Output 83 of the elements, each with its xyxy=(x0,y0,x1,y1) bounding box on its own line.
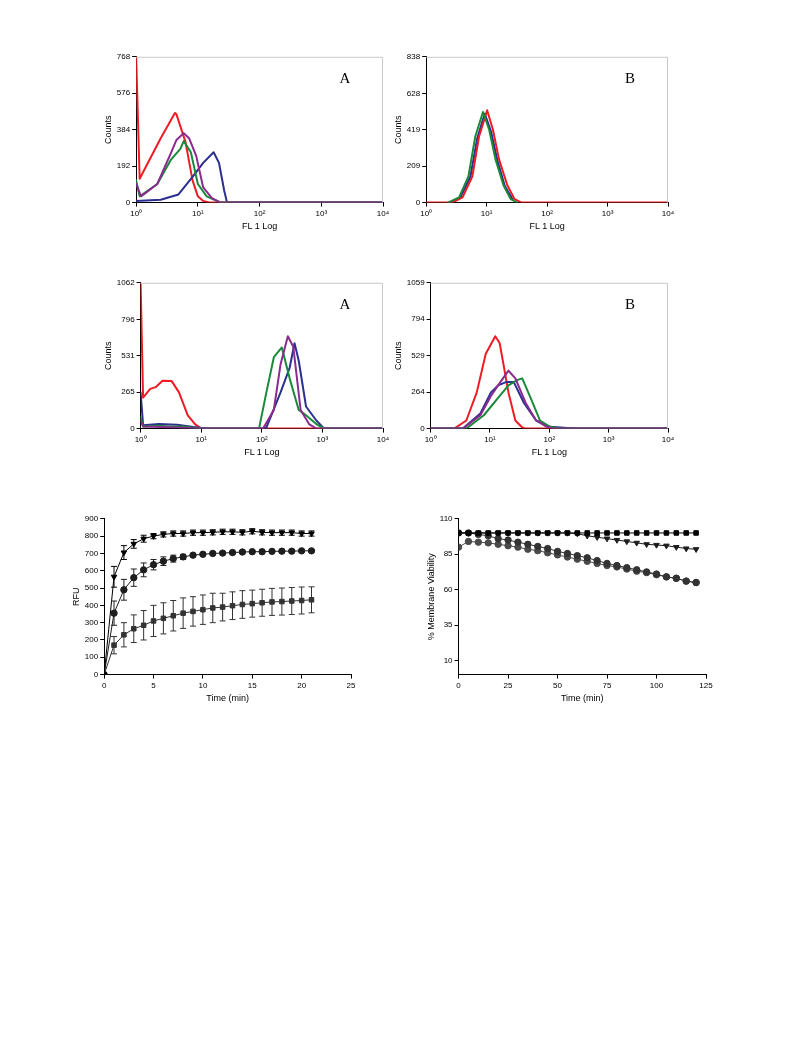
x-axis-title: Time (min) xyxy=(560,693,604,704)
x-tick-label: 75 xyxy=(602,680,613,690)
x-tick-label: 100 xyxy=(649,680,664,690)
y-axis-title: Counts xyxy=(102,340,113,370)
x-tick-label: 10⁰ xyxy=(130,208,143,218)
x-tick-label: 10⁴ xyxy=(376,434,390,444)
y-axis-title: Counts xyxy=(392,114,403,144)
x-axis-title: FL 1 Log xyxy=(531,447,567,458)
y-axis-title: % Membrane Viability xyxy=(425,552,436,641)
x-tick-label: 10³ xyxy=(316,434,329,444)
annotation: B xyxy=(624,295,636,312)
x-tick-label: 125 xyxy=(699,680,714,690)
y-tick-label: 0 xyxy=(415,197,421,207)
x-tick-label: 10⁰ xyxy=(424,434,437,444)
y-tick-label: 200 xyxy=(84,635,99,645)
y-tick-label: 110 xyxy=(439,514,454,523)
y-tick-label: 10 xyxy=(443,655,454,665)
x-tick-label: 10³ xyxy=(602,434,615,444)
x-tick-label: 10¹ xyxy=(192,208,204,218)
x-tick-label: 10⁰ xyxy=(134,434,147,444)
y-axis-title: Counts xyxy=(102,114,113,144)
x-tick-label: 25 xyxy=(503,680,514,690)
y-tick-label: 300 xyxy=(84,617,99,627)
y-tick-label: 192 xyxy=(116,161,131,171)
x-tick-label: 10 xyxy=(198,680,208,690)
y-tick-label: 529 xyxy=(411,350,426,360)
y-tick-label: 794 xyxy=(411,314,426,324)
y-tick-label: 400 xyxy=(84,600,99,610)
y-tick-label: 576 xyxy=(116,88,131,98)
x-tick-label: 10¹ xyxy=(484,434,497,444)
y-tick-label: 60 xyxy=(443,584,454,594)
y-tick-label: 900 xyxy=(84,514,99,523)
annotation: B xyxy=(624,69,636,86)
y-tick-label: 209 xyxy=(406,161,421,171)
x-tick-label: 10² xyxy=(253,208,266,218)
y-tick-label: 768 xyxy=(116,52,131,61)
x-tick-label: 10¹ xyxy=(195,434,208,444)
x-tick-label: 50 xyxy=(553,680,563,690)
x-tick-label: 10⁴ xyxy=(661,208,675,218)
y-tick-label: 500 xyxy=(84,583,99,593)
y-tick-label: 264 xyxy=(411,387,426,397)
x-tick-label: 10² xyxy=(256,434,268,444)
x-tick-label: 5 xyxy=(151,680,157,690)
x-tick-label: 10⁰ xyxy=(420,208,433,218)
y-tick-label: 384 xyxy=(116,124,131,134)
x-tick-label: 10³ xyxy=(601,208,614,218)
y-axis-title: Counts xyxy=(392,340,403,370)
y-axis-title: RFU xyxy=(70,587,81,606)
x-tick-label: 25 xyxy=(346,680,356,690)
y-tick-label: 100 xyxy=(84,652,99,662)
annotation: A xyxy=(339,295,351,312)
y-tick-label: 0 xyxy=(93,669,99,679)
x-tick-label: 20 xyxy=(297,680,307,690)
y-tick-label: 85 xyxy=(443,549,454,559)
y-tick-label: 531 xyxy=(121,350,136,360)
x-tick-label: 10² xyxy=(543,434,556,444)
y-tick-label: 0 xyxy=(125,197,131,207)
y-tick-label: 265 xyxy=(121,387,136,397)
y-tick-label: 1059 xyxy=(406,278,426,287)
x-tick-label: 10² xyxy=(541,208,554,218)
x-tick-label: 10⁴ xyxy=(661,434,675,444)
x-tick-label: 10⁴ xyxy=(376,208,390,218)
y-tick-label: 628 xyxy=(406,88,421,98)
x-tick-label: 0 xyxy=(101,680,107,690)
y-tick-label: 35 xyxy=(443,620,454,630)
x-tick-label: 10¹ xyxy=(480,208,493,218)
x-axis-title: FL 1 Log xyxy=(244,447,280,458)
y-tick-label: 419 xyxy=(406,124,421,134)
x-axis-title: FL 1 Log xyxy=(241,221,278,232)
x-axis-title: Time (min) xyxy=(206,693,249,704)
y-tick-label: 800 xyxy=(84,531,99,541)
x-tick-label: 0 xyxy=(456,680,462,690)
y-tick-label: 838 xyxy=(406,52,421,61)
y-tick-label: 796 xyxy=(121,314,136,324)
annotation: A xyxy=(339,69,351,86)
x-tick-label: 15 xyxy=(247,680,258,690)
y-tick-label: 0 xyxy=(130,423,136,433)
y-tick-label: 1062 xyxy=(116,278,136,287)
y-tick-label: 0 xyxy=(420,423,426,433)
y-tick-label: 600 xyxy=(84,565,99,575)
y-tick-label: 700 xyxy=(84,548,99,558)
x-tick-label: 10³ xyxy=(315,208,328,218)
x-axis-title: FL 1 Log xyxy=(529,221,565,232)
